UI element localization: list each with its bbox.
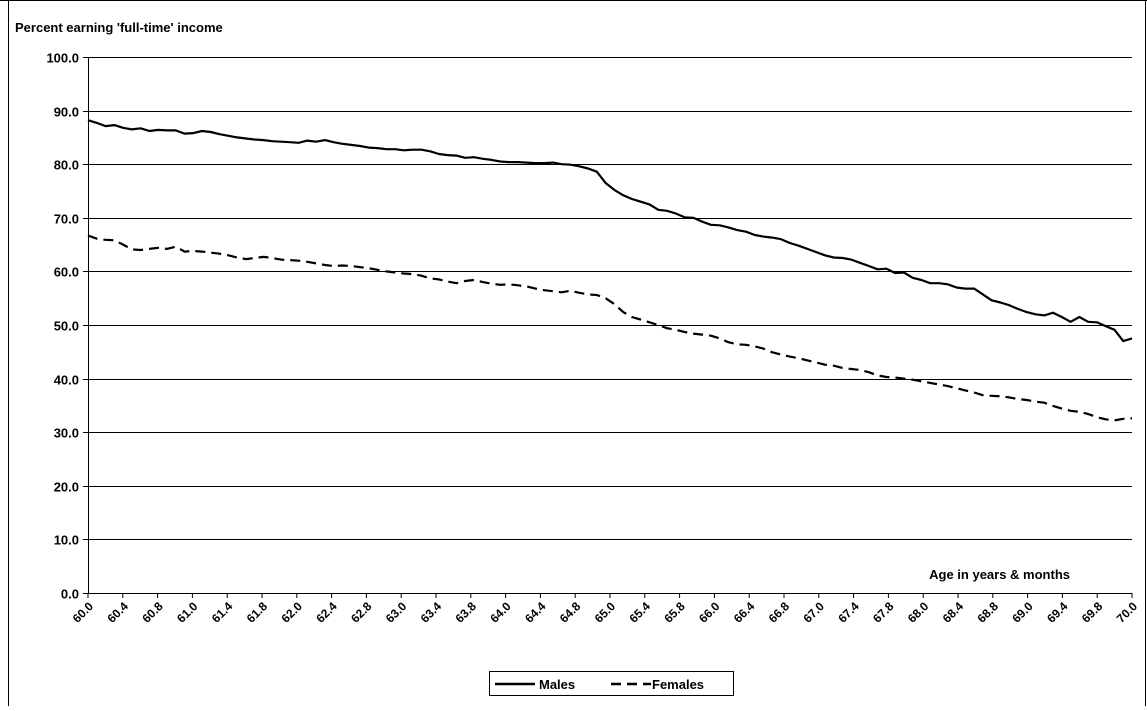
x-tick-label: 63.8 bbox=[453, 599, 480, 626]
x-tick-label: 70.0 bbox=[1114, 599, 1141, 626]
series-line-females bbox=[87, 234, 1133, 422]
y-tick-label: 80.0 bbox=[54, 158, 79, 173]
x-tick-label: 65.8 bbox=[661, 599, 688, 626]
y-tick-label: 20.0 bbox=[54, 480, 79, 495]
y-tick-label: 10.0 bbox=[54, 533, 79, 548]
y-tick-label: 50.0 bbox=[54, 319, 79, 334]
x-tick-label: 67.0 bbox=[801, 599, 828, 626]
x-tick-label: 61.0 bbox=[174, 599, 201, 626]
x-tick-label: 66.0 bbox=[696, 599, 723, 626]
legend: Males Females bbox=[489, 671, 734, 696]
x-tick-label: 63.0 bbox=[383, 599, 410, 626]
y-tick-label: 70.0 bbox=[54, 212, 79, 227]
y-tick-label: 60.0 bbox=[54, 265, 79, 280]
y-axis-title: Percent earning 'full-time' income bbox=[15, 20, 223, 35]
x-tick-label: 66.8 bbox=[766, 599, 793, 626]
x-tick-label: 62.4 bbox=[313, 599, 340, 626]
legend-label-males: Males bbox=[539, 677, 575, 692]
x-tick-label: 68.0 bbox=[905, 599, 932, 626]
series-lines bbox=[87, 119, 1133, 422]
x-tick-label: 69.0 bbox=[1009, 599, 1036, 626]
x-tick-label: 64.8 bbox=[557, 599, 584, 626]
x-tick-label: 61.4 bbox=[209, 599, 236, 626]
x-tick-label: 65.4 bbox=[627, 599, 654, 626]
x-tick-label: 60.8 bbox=[139, 599, 166, 626]
y-tick-label: 90.0 bbox=[54, 105, 79, 120]
x-tick-label: 63.4 bbox=[418, 599, 445, 626]
x-tick-label: 61.8 bbox=[244, 599, 271, 626]
gridlines bbox=[88, 57, 1132, 594]
y-axis-ticks: 0.0 10.0 20.0 30.0 40.0 50.0 60.0 70.0 80.0 90.0 1… bbox=[46, 51, 88, 602]
x-axis-ticks: 60.0 60.4 60.8 61.0 61.4 61.8 62.0 62.4 62.8 63.0… bbox=[70, 593, 1141, 626]
x-tick-label: 65.0 bbox=[592, 599, 619, 626]
y-tick-label: 0.0 bbox=[61, 587, 79, 602]
y-tick-label: 30.0 bbox=[54, 426, 79, 441]
x-tick-label: 68.8 bbox=[975, 599, 1002, 626]
legend-label-females: Females bbox=[652, 677, 704, 692]
y-tick-label: 40.0 bbox=[54, 373, 79, 388]
x-tick-label: 64.0 bbox=[487, 599, 514, 626]
x-tick-label: 69.4 bbox=[1044, 599, 1071, 626]
x-tick-label: 67.4 bbox=[835, 599, 862, 626]
x-tick-label: 68.4 bbox=[940, 599, 967, 626]
series-line-males bbox=[87, 119, 1133, 343]
x-tick-label: 64.4 bbox=[522, 599, 549, 626]
y-tick-label: 100.0 bbox=[46, 51, 79, 66]
x-tick-label: 62.0 bbox=[279, 599, 306, 626]
x-tick-label: 60.0 bbox=[70, 599, 97, 626]
x-tick-label: 66.4 bbox=[731, 599, 758, 626]
x-tick-label: 62.8 bbox=[348, 599, 375, 626]
x-axis-title: Age in years & months bbox=[929, 567, 1070, 582]
x-tick-label: 60.4 bbox=[105, 599, 132, 626]
x-tick-label: 67.8 bbox=[870, 599, 897, 626]
x-tick-label: 69.8 bbox=[1079, 599, 1106, 626]
